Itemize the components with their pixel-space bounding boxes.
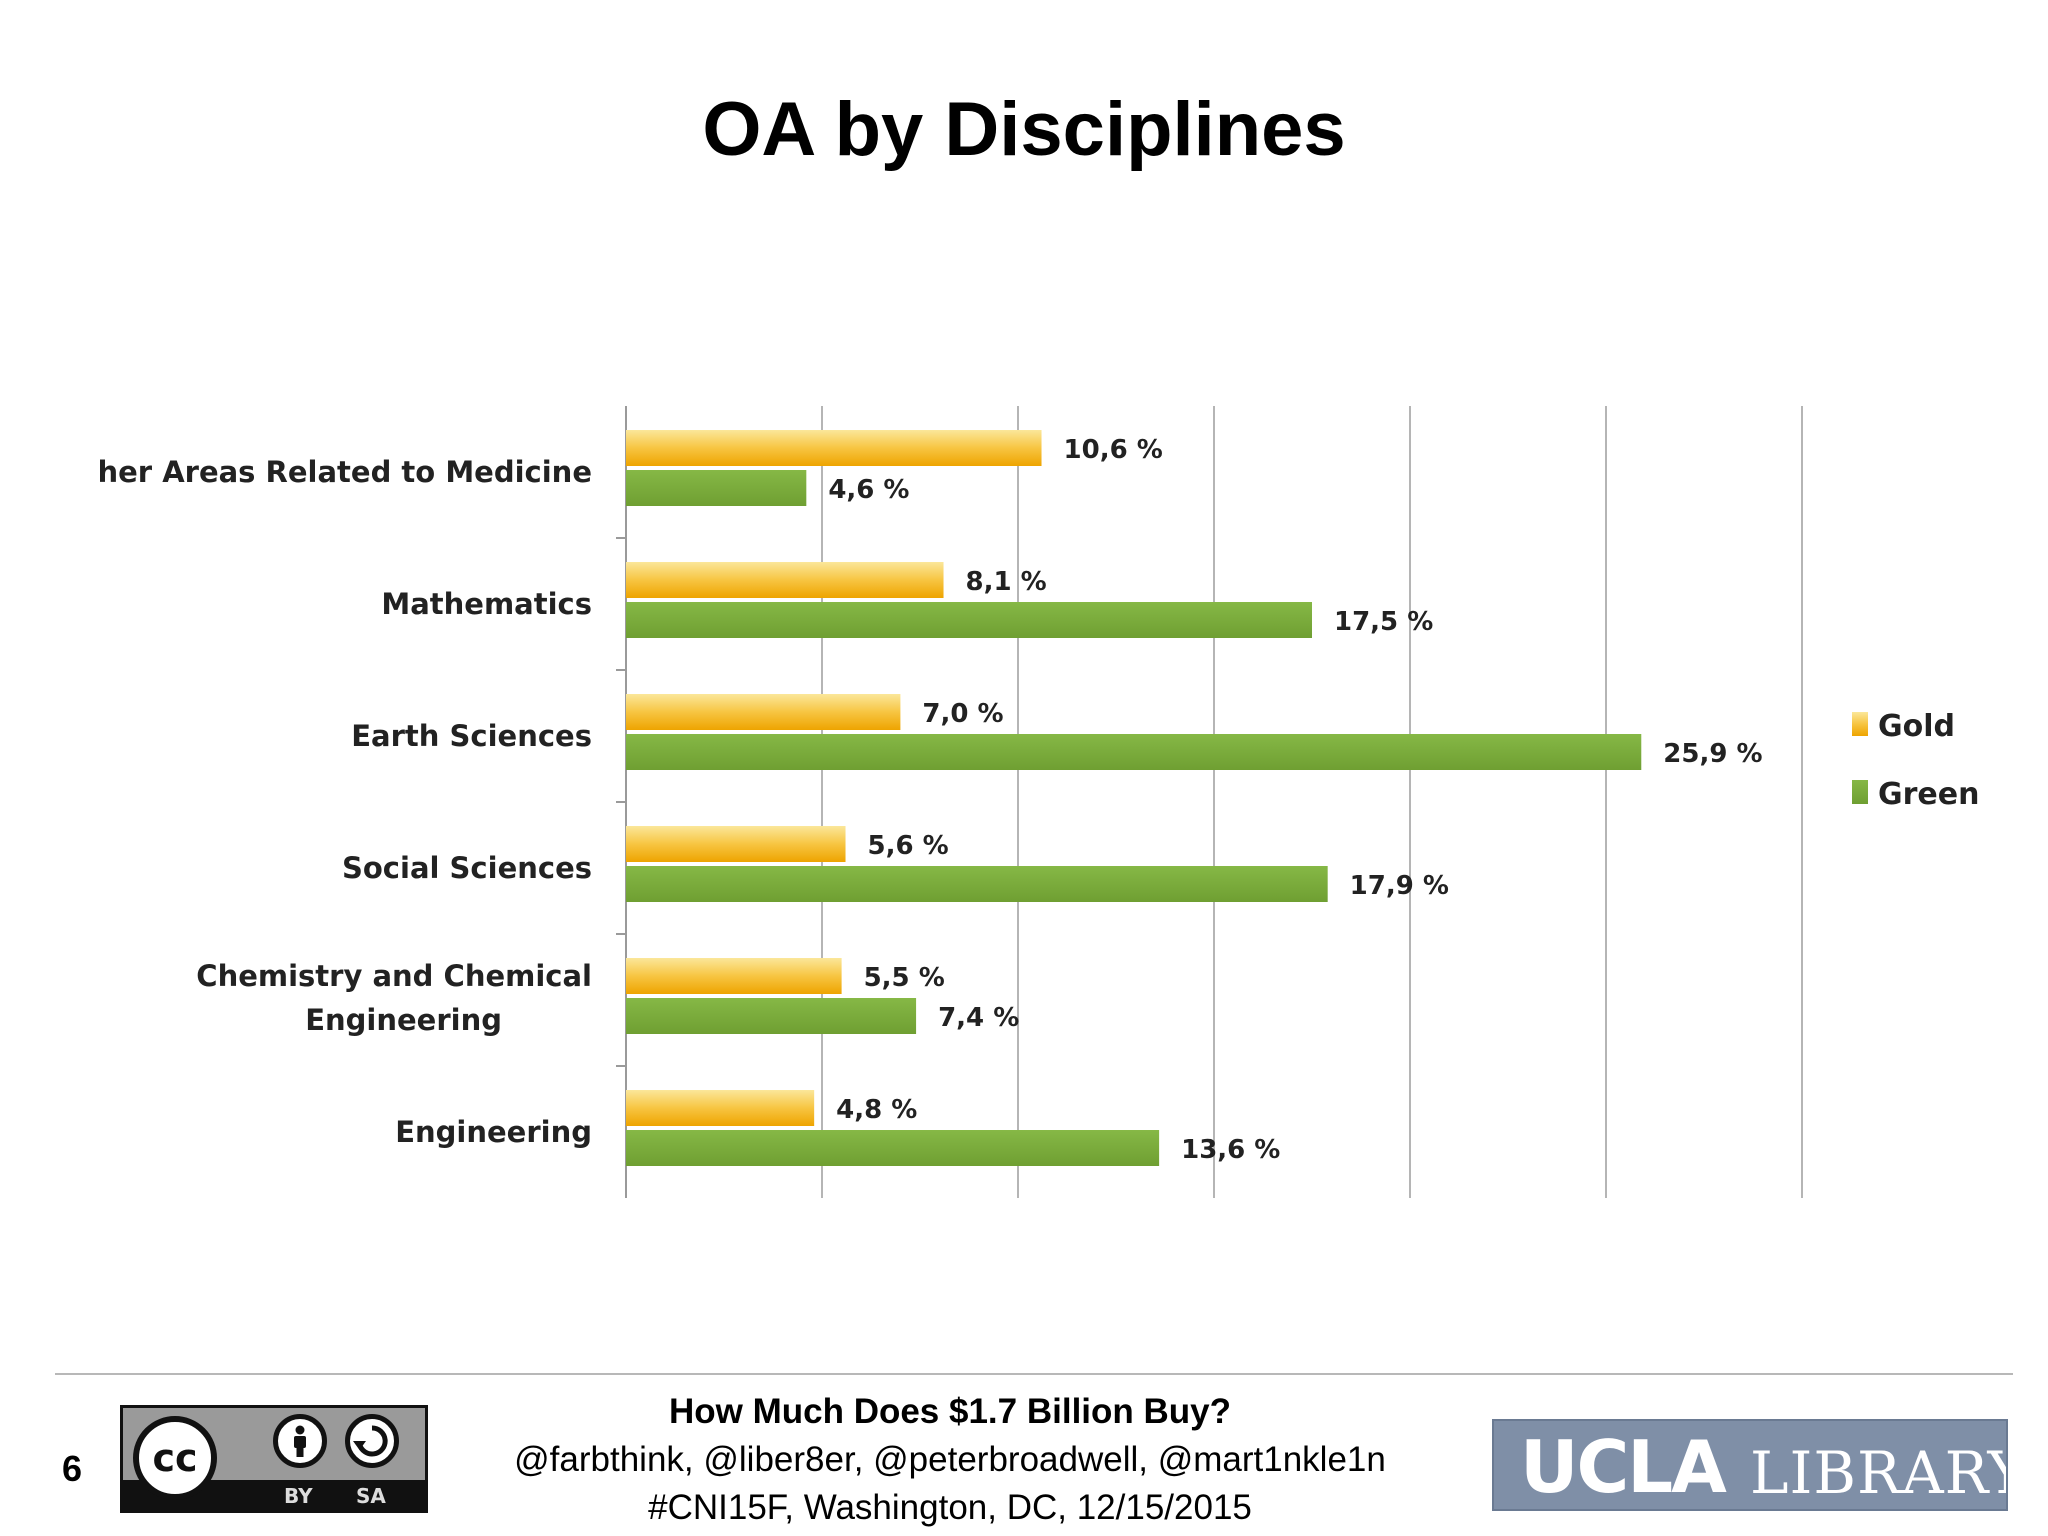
legend: Gold Green: [1852, 709, 1979, 812]
category-label: Mathematics: [381, 587, 592, 621]
labels: Other Areas Related to Medicine 10,6 % 4,6…: [100, 435, 1763, 1165]
data-label: 10,6 %: [1064, 435, 1163, 465]
license-by-label: BY: [284, 1484, 313, 1508]
legend-label: Gold: [1878, 709, 1955, 744]
bar-green: [626, 998, 917, 1034]
bar-chart: Other Areas Related to Medicine 10,6 % 4,6…: [100, 400, 2000, 1220]
data-label: 7,0 %: [922, 699, 1003, 729]
presentation-title: How Much Does $1.7 Billion Buy?: [668, 1392, 1232, 1431]
data-label: 8,1 %: [966, 567, 1047, 597]
bar-gold: [626, 430, 1042, 466]
slide-title: OA by Disciplines: [702, 87, 1346, 172]
bar-green: [626, 602, 1312, 638]
data-label: 13,6 %: [1181, 1135, 1280, 1165]
legend-label: Green: [1878, 777, 1979, 812]
footer-text: How Much Does $1.7 Billion Buy? @farbthi…: [430, 1388, 1470, 1532]
legend-swatch-green: [1852, 780, 1868, 804]
bar-gold: [626, 562, 944, 598]
logo-ucla-text: UCLA: [1520, 1425, 1727, 1509]
bar-gold: [626, 826, 846, 862]
category-label: Other Areas Related to Medicine: [100, 455, 592, 489]
logo-library-text: LIBRARY: [1750, 1439, 2008, 1507]
data-label: 5,6 %: [868, 831, 949, 861]
category-label: Engineering: [395, 1115, 592, 1149]
bar-gold: [626, 1090, 815, 1126]
license-sa-label: SA: [356, 1484, 386, 1508]
data-label: 4,6 %: [828, 475, 909, 505]
bar-gold: [626, 958, 842, 994]
gridlines: [616, 406, 1803, 1198]
category-label: Chemistry and Chemical Engineering: [196, 959, 592, 1037]
ucla-library-logo: UCLA LIBRARY: [1492, 1419, 2008, 1511]
data-label: 17,9 %: [1350, 871, 1449, 901]
cc-by-sa-license-badge: cc BY SA: [120, 1405, 428, 1513]
bar-green: [626, 866, 1328, 902]
category-label: Earth Sciences: [351, 719, 592, 753]
bar-green: [626, 734, 1642, 770]
category-label: Social Sciences: [342, 851, 592, 885]
legend-swatch-gold: [1852, 712, 1868, 736]
share-alike-icon: [345, 1414, 399, 1468]
footer-divider: [55, 1373, 2013, 1375]
bar-green: [626, 1130, 1160, 1166]
event-info: #CNI15F, Washington, DC, 12/15/2015: [648, 1488, 1252, 1527]
chart-svg: Other Areas Related to Medicine 10,6 % 4,6…: [100, 406, 1979, 1198]
cc-icon: cc: [133, 1416, 217, 1500]
data-label: 5,5 %: [864, 963, 945, 993]
data-label: 25,9 %: [1663, 739, 1762, 769]
bar-green: [626, 470, 807, 506]
bars: [626, 430, 1642, 1166]
data-label: 17,5 %: [1334, 607, 1433, 637]
slide-number: 6: [62, 1448, 83, 1489]
bar-gold: [626, 694, 901, 730]
attribution-person-icon: [273, 1414, 327, 1468]
presenter-handles: @farbthink, @liber8er, @peterbroadwell, …: [514, 1440, 1386, 1479]
data-label: 4,8 %: [836, 1095, 917, 1125]
data-label: 7,4 %: [938, 1003, 1019, 1033]
